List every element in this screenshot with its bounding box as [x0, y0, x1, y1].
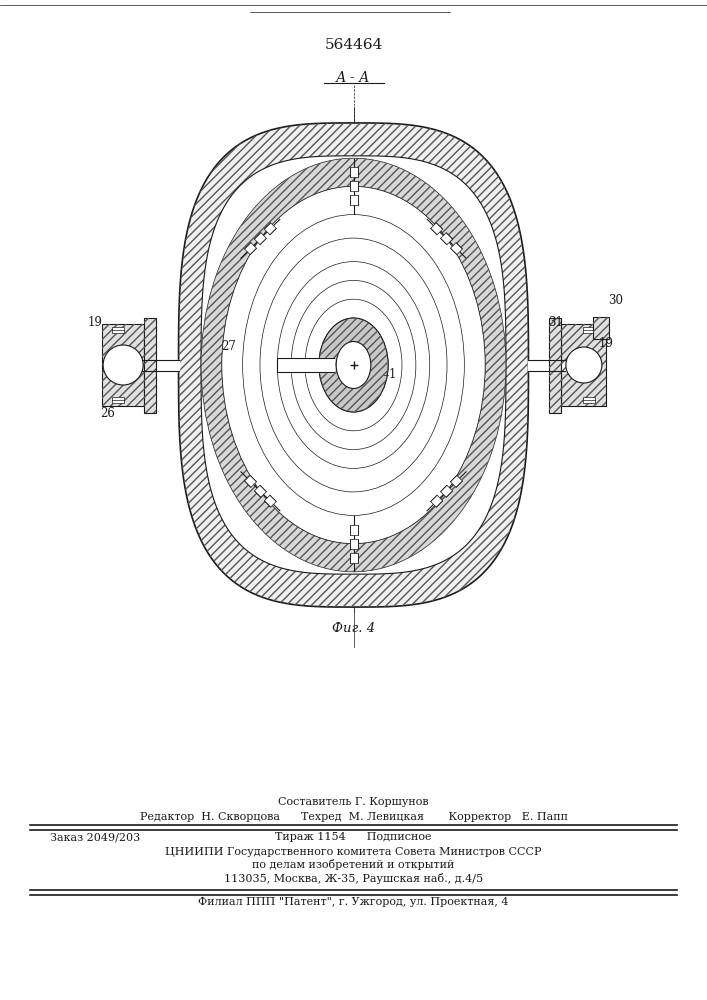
- Polygon shape: [450, 243, 462, 255]
- Bar: [583, 327, 595, 333]
- Text: Редактор  Н. Скворцова      Техред  М. Левицкая       Корректор   Е. Папп: Редактор Н. Скворцова Техред М. Левицкая…: [139, 812, 568, 822]
- Bar: [593, 317, 609, 339]
- Bar: [144, 318, 156, 412]
- Ellipse shape: [305, 299, 402, 431]
- Polygon shape: [255, 485, 267, 497]
- Polygon shape: [255, 233, 267, 245]
- Polygon shape: [179, 123, 528, 607]
- Polygon shape: [349, 525, 358, 535]
- Polygon shape: [431, 495, 443, 507]
- Polygon shape: [349, 181, 358, 191]
- Polygon shape: [349, 553, 358, 563]
- Bar: [144, 318, 156, 412]
- Ellipse shape: [305, 299, 402, 431]
- Polygon shape: [264, 223, 276, 235]
- Text: по делам изобретений и открытий: по делам изобретений и открытий: [252, 859, 455, 870]
- Polygon shape: [245, 243, 257, 255]
- Ellipse shape: [260, 238, 447, 492]
- Ellipse shape: [201, 158, 506, 572]
- Text: 564464: 564464: [325, 38, 382, 52]
- Text: Филиал ППП "Патент", г. Ужгород, ул. Проектная, 4: Филиал ППП "Патент", г. Ужгород, ул. Про…: [198, 897, 509, 907]
- Bar: [102, 324, 144, 406]
- Text: 113035, Москва, Ж-35, Раушская наб., д.4/5: 113035, Москва, Ж-35, Раушская наб., д.4…: [224, 872, 483, 884]
- Text: Фиг. 4: Фиг. 4: [332, 622, 375, 635]
- Bar: [593, 317, 609, 339]
- Text: ЦНИИПИ Государственного комитета Совета Министров СССР: ЦНИИПИ Государственного комитета Совета …: [165, 847, 542, 857]
- Circle shape: [103, 345, 143, 385]
- Bar: [549, 318, 561, 412]
- Text: 1: 1: [389, 368, 396, 381]
- Ellipse shape: [260, 238, 447, 492]
- Text: Заказ 2049/203: Заказ 2049/203: [50, 832, 140, 842]
- Ellipse shape: [277, 262, 430, 468]
- Text: 31: 31: [549, 316, 563, 330]
- Ellipse shape: [243, 215, 464, 515]
- Circle shape: [566, 347, 602, 383]
- Text: 30: 30: [609, 294, 624, 306]
- Ellipse shape: [319, 318, 388, 412]
- Polygon shape: [349, 167, 358, 177]
- Text: Тираж 1154      Подписное: Тираж 1154 Подписное: [275, 832, 432, 842]
- Polygon shape: [264, 495, 276, 507]
- Ellipse shape: [222, 186, 485, 544]
- Ellipse shape: [243, 215, 464, 515]
- Polygon shape: [431, 223, 443, 235]
- Polygon shape: [349, 539, 358, 549]
- Bar: [561, 324, 607, 406]
- Text: А - А: А - А: [337, 71, 370, 85]
- Text: 27: 27: [221, 340, 235, 353]
- Polygon shape: [440, 485, 452, 497]
- Text: 26: 26: [100, 407, 115, 420]
- Ellipse shape: [277, 262, 430, 468]
- Ellipse shape: [319, 318, 388, 412]
- Text: 19: 19: [88, 316, 103, 330]
- Ellipse shape: [291, 280, 416, 450]
- Bar: [112, 397, 124, 403]
- Text: Составитель Г. Коршунов: Составитель Г. Коршунов: [278, 797, 429, 807]
- Ellipse shape: [337, 342, 371, 388]
- Polygon shape: [440, 233, 452, 245]
- Bar: [583, 397, 595, 403]
- Bar: [102, 324, 144, 406]
- Polygon shape: [201, 156, 506, 574]
- Text: 19: 19: [598, 337, 613, 350]
- Polygon shape: [349, 195, 358, 205]
- Polygon shape: [245, 475, 257, 487]
- Ellipse shape: [291, 280, 416, 450]
- Bar: [549, 318, 561, 412]
- Bar: [561, 324, 607, 406]
- Bar: [112, 327, 124, 333]
- Polygon shape: [450, 475, 462, 487]
- Ellipse shape: [222, 186, 485, 544]
